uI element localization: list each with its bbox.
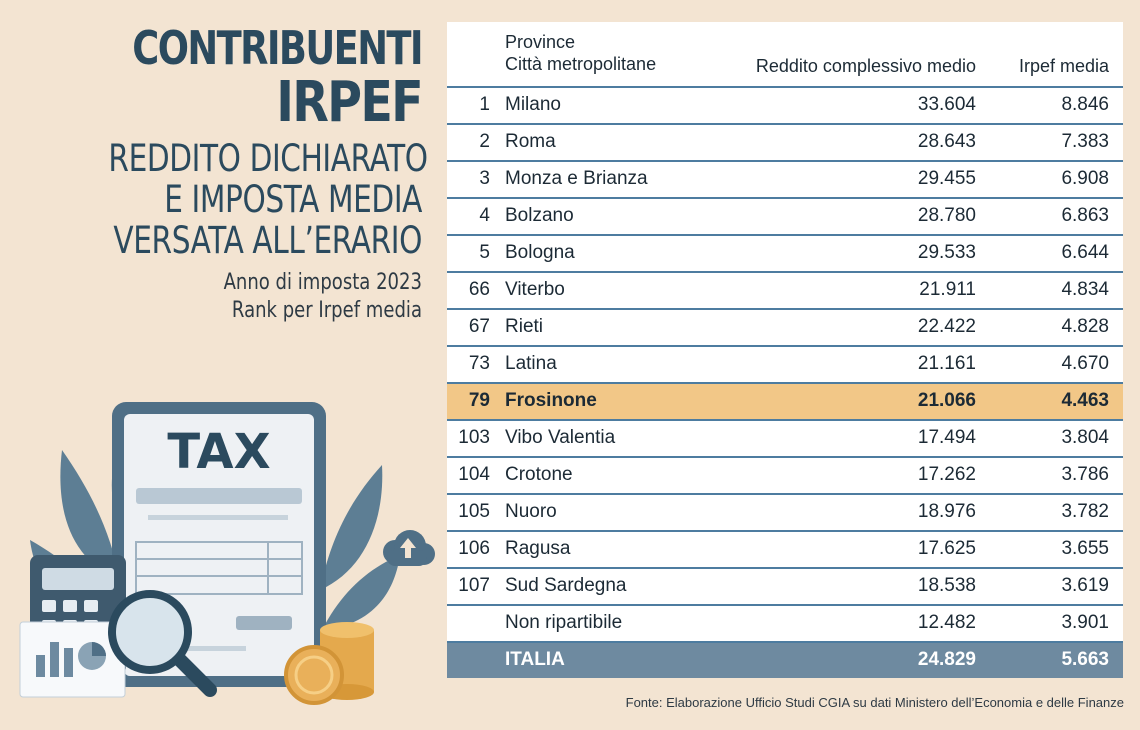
- reddito-cell: 29.533: [917, 242, 976, 263]
- reddito-cell: 24.829: [917, 649, 976, 670]
- province-cell: Crotone: [505, 464, 573, 485]
- rank-cell: 1: [479, 94, 490, 115]
- table-row: 5 Bologna 29.533 6.644: [447, 234, 1123, 271]
- province-cell: Viterbo: [505, 279, 565, 300]
- table-row: 103 Vibo Valentia 17.494 3.804: [447, 419, 1123, 456]
- col-header-citta: Città metropolitane: [505, 54, 657, 74]
- table-row: 107 Sud Sardegna 18.538 3.619: [447, 567, 1123, 604]
- irpef-cell: 3.804: [1061, 427, 1109, 448]
- table-total-row: ITALIA 24.829 5.663: [447, 641, 1123, 678]
- province-cell: Frosinone: [505, 390, 597, 411]
- report-chart-icon: [19, 621, 126, 698]
- col-header-province: Province: [505, 32, 576, 52]
- cloud-upload-icon: [383, 530, 435, 566]
- rank-cell: 5: [479, 242, 490, 263]
- province-cell: Milano: [505, 94, 561, 115]
- reddito-cell: 28.780: [917, 205, 976, 226]
- reddito-cell: 17.494: [917, 427, 976, 448]
- rank-cell: 67: [468, 316, 490, 337]
- irpef-cell: 3.786: [1061, 464, 1109, 485]
- rank-cell: 79: [468, 390, 490, 411]
- province-cell: Monza e Brianza: [505, 168, 648, 189]
- irpef-cell: 4.463: [1061, 390, 1109, 411]
- reddito-cell: 21.161: [917, 353, 976, 374]
- reddito-cell: 28.643: [917, 131, 976, 152]
- reddito-cell: 17.262: [917, 464, 976, 485]
- table-row: 1 Milano 33.604 8.846: [447, 86, 1123, 123]
- irpef-cell: 3.901: [1061, 612, 1109, 633]
- irpef-cell: 7.383: [1061, 131, 1109, 152]
- reddito-cell: 21.911: [919, 279, 976, 300]
- subtitle-line2: E IMPOSTA MEDIA: [164, 178, 423, 221]
- reddito-cell: 33.604: [917, 94, 976, 115]
- rank-cell: 105: [458, 501, 490, 522]
- irpef-cell: 3.619: [1061, 575, 1109, 596]
- province-cell: Non ripartibile: [505, 612, 623, 633]
- table-row: 66 Viterbo 21.911 4.834: [447, 271, 1123, 308]
- coins-icon: [284, 622, 374, 705]
- table-row: 79 Frosinone 21.066 4.463: [447, 382, 1123, 419]
- irpef-cell: 3.782: [1061, 501, 1109, 522]
- table-row: 4 Bolzano 28.780 6.863: [447, 197, 1123, 234]
- province-cell: Latina: [505, 353, 557, 374]
- tax-label: TAX: [167, 424, 270, 480]
- reddito-cell: 12.482: [917, 612, 976, 633]
- rank-cell: 73: [468, 353, 490, 374]
- table-row: 73 Latina 21.161 4.670: [447, 345, 1123, 382]
- rank-cell: 66: [468, 279, 490, 300]
- note-line2: Rank per Irpef media: [231, 298, 422, 323]
- province-cell: Ragusa: [505, 538, 571, 559]
- table-header: Province Città metropolitane Reddito com…: [447, 22, 1123, 86]
- data-table: Province Città metropolitane Reddito com…: [447, 22, 1123, 678]
- province-cell: ITALIA: [505, 649, 565, 670]
- irpef-cell: 5.663: [1061, 649, 1109, 670]
- irpef-cell: 3.655: [1061, 538, 1109, 559]
- irpef-cell: 6.908: [1061, 168, 1109, 189]
- main-title-line2: IRPEF: [276, 70, 423, 135]
- irpef-cell: 4.834: [1061, 279, 1109, 300]
- tax-illustration: TAX: [0, 390, 440, 725]
- province-cell: Roma: [505, 131, 556, 152]
- rank-cell: 104: [458, 464, 490, 485]
- reddito-cell: 22.422: [917, 316, 976, 337]
- irpef-cell: 4.670: [1061, 353, 1109, 374]
- rank-cell: 107: [458, 575, 490, 596]
- subtitle-line1: REDDITO DICHIARATO: [108, 137, 428, 180]
- rank-cell: 3: [479, 168, 490, 189]
- rank-cell: 106: [458, 538, 490, 559]
- irpef-cell: 4.828: [1061, 316, 1109, 337]
- reddito-cell: 29.455: [917, 168, 976, 189]
- province-cell: Bolzano: [505, 205, 574, 226]
- table-row: 104 Crotone 17.262 3.786: [447, 456, 1123, 493]
- irpef-cell: 6.863: [1061, 205, 1109, 226]
- magnifier-icon: [108, 590, 217, 697]
- reddito-cell: 18.976: [917, 501, 976, 522]
- reddito-cell: 18.538: [917, 575, 976, 596]
- rank-cell: 2: [479, 131, 490, 152]
- col-header-reddito: Reddito complessivo medio: [755, 56, 976, 76]
- table-row: 2 Roma 28.643 7.383: [447, 123, 1123, 160]
- subtitle-line3: VERSATA ALL’ERARIO: [113, 219, 422, 262]
- title-block: CONTRIBUENTI IRPEF REDDITO DICHIARATO E …: [30, 21, 428, 325]
- main-title-line1: CONTRIBUENTI: [132, 21, 423, 75]
- source-note: Fonte: Elaborazione Ufficio Studi CGIA s…: [625, 695, 1124, 710]
- note-line1: Anno di imposta 2023: [223, 270, 422, 295]
- table-row: 106 Ragusa 17.625 3.655: [447, 530, 1123, 567]
- province-cell: Sud Sardegna: [505, 575, 627, 596]
- rank-cell: 103: [458, 427, 490, 448]
- rank-cell: 4: [479, 205, 490, 226]
- table-row: 105 Nuoro 18.976 3.782: [447, 493, 1123, 530]
- province-cell: Rieti: [505, 316, 544, 337]
- table-row: 3 Monza e Brianza 29.455 6.908: [447, 160, 1123, 197]
- table-row: 67 Rieti 22.422 4.828: [447, 308, 1123, 345]
- irpef-cell: 6.644: [1061, 242, 1109, 263]
- table-row: Non ripartibile 12.482 3.901: [447, 604, 1123, 641]
- reddito-cell: 17.625: [917, 538, 976, 559]
- col-header-irpef: Irpef media: [1018, 56, 1109, 76]
- reddito-cell: 21.066: [917, 390, 976, 411]
- province-cell: Bologna: [505, 242, 575, 263]
- irpef-cell: 8.846: [1061, 94, 1109, 115]
- province-cell: Nuoro: [505, 501, 557, 522]
- province-cell: Vibo Valentia: [505, 427, 616, 448]
